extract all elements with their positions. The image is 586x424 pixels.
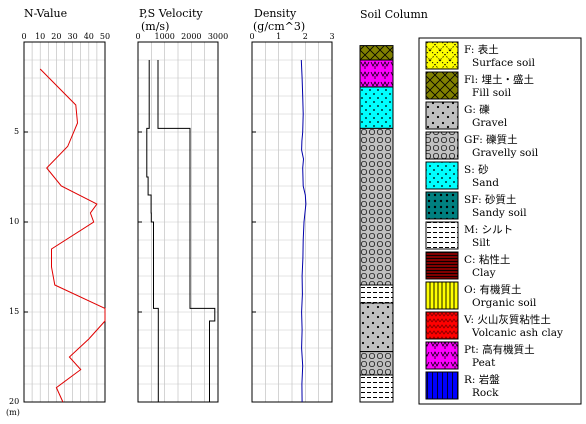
x-tick-label: 30 xyxy=(68,32,78,41)
x-tick-label: 1000 xyxy=(154,32,174,41)
legend-label-jp: R: 岩盤 xyxy=(464,373,500,386)
depth-tick: 10 xyxy=(9,217,19,226)
x-tick-label: 2 xyxy=(303,32,308,41)
soil-layer xyxy=(359,45,394,61)
velocity-unit: (m/s) xyxy=(141,20,169,33)
depth-tick: 20 xyxy=(9,397,19,406)
soil-layer xyxy=(359,302,394,353)
legend-swatch xyxy=(425,41,459,70)
legend-swatch xyxy=(425,371,459,400)
depth-axis: 5 10 15 20 (m) xyxy=(6,127,20,417)
x-tick-label: 50 xyxy=(100,32,110,41)
depth-tick: 5 xyxy=(14,127,19,136)
legend-label-jp: Fl: 埋土・盛土 xyxy=(464,73,534,86)
soil-layer xyxy=(359,127,394,286)
legend-label-jp: M: シルト xyxy=(464,224,513,236)
depth-tick: 15 xyxy=(9,307,19,316)
legend-swatch xyxy=(425,101,459,130)
legend-label-jp: GF: 礫質土 xyxy=(464,133,518,146)
legend-label-jp: F: 表土 xyxy=(464,43,499,56)
legend-label-jp: V: 火山灰質粘性土 xyxy=(463,313,551,326)
legend-swatch xyxy=(425,311,459,340)
legend-label-en: Clay xyxy=(472,267,496,279)
plot-panel: 0 10 20 30 40 50 xyxy=(21,32,110,403)
density-unit: (g/cm^3) xyxy=(253,20,305,33)
legend-label-jp: SF: 砂質土 xyxy=(464,193,516,206)
soil-layer xyxy=(359,351,394,376)
legend-label-en: Silt xyxy=(472,237,491,249)
soil-layer xyxy=(359,86,394,129)
x-tick-label: 1 xyxy=(276,32,281,41)
legend-swatch xyxy=(425,161,459,190)
series-line xyxy=(300,59,307,403)
x-tick-label: 0 xyxy=(21,32,26,41)
legend-label-jp: S: 砂 xyxy=(464,163,489,176)
soil-column-title: Soil Column xyxy=(360,8,428,21)
x-tick-label: 20 xyxy=(51,32,61,41)
legend-label-en: Gravelly soil xyxy=(472,147,539,159)
legend-label-jp: Pt: 高有機質土 xyxy=(464,343,535,356)
soil-layer xyxy=(359,59,394,88)
plot-panel: 0 1 2 3 xyxy=(249,32,335,403)
depth-unit: (m) xyxy=(6,408,20,417)
velocity-title: P,S Velocity xyxy=(139,7,203,20)
x-tick-label: 3 xyxy=(329,32,334,41)
legend-label-en: Sandy soil xyxy=(472,207,527,219)
x-tick-label: 0 xyxy=(135,32,140,41)
legend-swatch xyxy=(425,191,459,220)
legend-label-en: Fill soil xyxy=(472,87,512,99)
legend-swatch xyxy=(425,221,459,250)
plot-panels: 0 10 20 30 40 50 0 1000 2000 3000 0 1 2 3 xyxy=(21,32,335,403)
legend-label-en: Peat xyxy=(472,357,496,369)
soil-layer xyxy=(359,284,394,304)
series-line xyxy=(157,60,216,402)
legend-label-en: Organic soil xyxy=(472,297,537,309)
x-tick-label: 3000 xyxy=(208,32,228,41)
x-tick-label: 2000 xyxy=(181,32,201,41)
legend-swatch xyxy=(425,341,459,370)
series-line xyxy=(146,60,159,402)
soil-layer xyxy=(359,374,394,403)
legend-swatch xyxy=(425,281,459,310)
x-tick-label: 10 xyxy=(35,32,45,41)
legend-label-jp: G: 礫 xyxy=(464,103,490,116)
series-line xyxy=(39,68,106,403)
legend-label-en: Rock xyxy=(472,387,499,399)
legend-label-en: Surface soil xyxy=(472,57,536,69)
density-title: Density xyxy=(254,7,297,20)
legend-label-en: Volcanic ash clay xyxy=(471,327,563,339)
plot-panel: 0 1000 2000 3000 xyxy=(135,32,228,403)
legend-swatch xyxy=(425,251,459,280)
legend-label-en: Gravel xyxy=(472,117,508,129)
legend-label-en: Sand xyxy=(472,177,499,189)
legend-label-jp: C: 粘性土 xyxy=(464,253,510,266)
n-value-title: N-Value xyxy=(24,7,67,20)
soil-column xyxy=(359,45,394,403)
x-tick-label: 40 xyxy=(84,32,94,41)
legend-label-jp: O: 有機質土 xyxy=(464,283,521,296)
legend-swatch xyxy=(425,71,459,100)
legend-swatch xyxy=(425,131,459,160)
x-tick-label: 0 xyxy=(249,32,254,41)
